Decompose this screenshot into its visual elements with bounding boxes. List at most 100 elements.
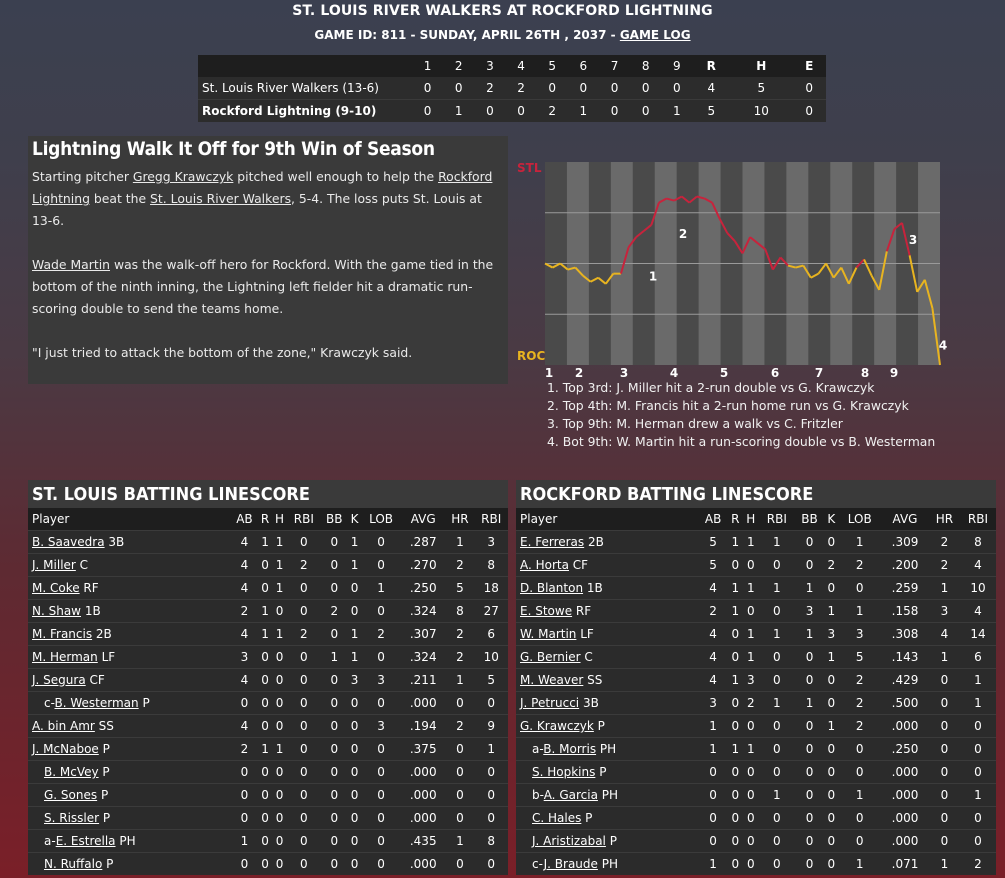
stat-cell: .143 (891, 650, 919, 664)
player-link[interactable]: M. Weaver (520, 673, 584, 687)
stat-cell: 0 (377, 788, 385, 802)
player-link[interactable]: E. Ferreras (520, 535, 585, 549)
stat-cell: 0 (805, 719, 814, 733)
stat-cell: 27 (483, 604, 499, 618)
player-link[interactable]: A. Horta (520, 558, 569, 572)
stat-cell: 1 (350, 535, 359, 549)
player-link[interactable]: E. Estrella (55, 834, 116, 848)
stat-cell: 0 (827, 696, 836, 710)
stat-cell: 14 (970, 627, 986, 641)
wp-line-segment (681, 195, 690, 204)
stat-cell: 0 (731, 857, 740, 871)
stat-cell: 2 (456, 558, 464, 572)
stat-cell: 1 (731, 604, 740, 618)
player-link[interactable]: D. Blanton (520, 581, 584, 595)
stat-cell: .158 (891, 604, 919, 618)
player-link[interactable]: J. Braude (543, 857, 598, 871)
team-link[interactable]: St. Louis River Walkers (150, 191, 292, 206)
stat-cell: 1 (377, 581, 385, 595)
player-position: 2B (584, 535, 604, 549)
player-link[interactable]: J. McNaboe (32, 742, 99, 756)
stat-cell: 0 (773, 834, 781, 848)
linescore-col-header: 3 (486, 59, 494, 73)
player-link[interactable]: J. Aristizabal (532, 834, 606, 848)
wp-line-segment (802, 265, 812, 279)
player-cell: W. Martin LF (516, 623, 698, 646)
player-link[interactable]: E. Stowe (520, 604, 573, 618)
wp-line-segment (597, 276, 607, 285)
event-marker: 3 (909, 233, 917, 247)
player-link[interactable]: M. Herman (32, 650, 98, 664)
player-link[interactable]: M. Francis (32, 627, 93, 641)
team-link[interactable]: Rockford Lightning (32, 169, 493, 206)
stat-cell: 0 (773, 673, 781, 687)
player-position: C (75, 558, 89, 572)
player-link[interactable]: J. Miller (32, 558, 76, 572)
stat-cell: 3 (746, 673, 755, 687)
stat-cell: 0 (487, 788, 496, 802)
stat-cell: .270 (409, 558, 437, 572)
stat-cell: 4 (240, 719, 249, 733)
stat-cell: 2 (709, 604, 717, 618)
batting-row: G. Krawczyk P 1 0 0 0 0 1 2.000 0 0 (516, 714, 996, 738)
stat-cell: 0 (827, 673, 836, 687)
player-link[interactable]: B. Saavedra (32, 535, 105, 549)
batting-col-header: BB (801, 512, 818, 526)
stat-cell: 0 (709, 765, 717, 779)
wp-line-segment (711, 202, 721, 220)
player-position: 3B (104, 535, 125, 549)
stat-cell: 2 (855, 696, 864, 710)
wp-line-segment (908, 255, 919, 293)
player-position: P (99, 811, 111, 825)
stat-cell: 1 (240, 834, 249, 848)
stat-cell: 0 (350, 788, 359, 802)
story-paragraph-3: "I just tried to attack the bottom of th… (32, 345, 413, 360)
stat-cell: .000 (891, 834, 919, 848)
player-link[interactable]: A. bin Amr (32, 719, 95, 733)
player-link[interactable]: C. Hales (532, 811, 582, 825)
stat-cell: 1 (731, 742, 740, 756)
player-link[interactable]: S. Hopkins (532, 765, 596, 779)
batting-col-header: Player (32, 512, 70, 526)
player-link[interactable]: M. Coke (32, 581, 80, 595)
player-link[interactable]: S. Rissler (44, 811, 100, 825)
player-link[interactable]: W. Martin (520, 627, 577, 641)
linescore-col-header: R (706, 59, 716, 73)
stat-cell: 0 (805, 857, 814, 871)
player-link[interactable]: G. Krawczyk (520, 719, 594, 733)
stat-cell: 1 (746, 650, 755, 664)
player-link[interactable]: N. Shaw (32, 604, 81, 618)
player-link[interactable]: B. McVey (44, 765, 99, 779)
player-cell: J. Petrucci 3B (516, 692, 698, 715)
stat-cell: .000 (409, 857, 437, 871)
stat-cell: 0 (275, 834, 284, 848)
game-log-link[interactable]: GAME LOG (619, 28, 691, 42)
player-link[interactable]: A. Garcia (543, 788, 598, 802)
player-link[interactable]: B. Westerman (54, 696, 139, 710)
wp-line-segment (779, 256, 789, 267)
player-link[interactable]: Gregg Krawczyk (132, 169, 234, 184)
stat-cell: 0 (299, 857, 308, 871)
player-link[interactable]: Wade Martin (32, 257, 111, 272)
stat-cell: 0 (805, 535, 814, 549)
stat-cell: 4 (240, 673, 249, 687)
player-link[interactable]: J. Petrucci (520, 696, 580, 710)
player-link[interactable]: N. Ruffalo (44, 857, 103, 871)
player-link[interactable]: G. Sones (44, 788, 98, 802)
stat-cell: 0 (456, 696, 464, 710)
linescore-col-header: 5 (548, 59, 557, 73)
player-link[interactable]: B. Morris (543, 742, 597, 756)
stat-cell: .308 (891, 627, 919, 641)
stat-cell: 0 (731, 696, 740, 710)
stat-cell: 1 (261, 535, 269, 549)
stat-cell: 1 (350, 558, 359, 572)
player-link[interactable]: G. Bernier (520, 650, 581, 664)
player-cell: M. Francis 2B (28, 623, 231, 646)
player-link[interactable]: J. Segura (32, 673, 86, 687)
linescore-cell: 0 (579, 81, 588, 95)
stat-cell: 0 (261, 673, 269, 687)
stat-cell: 1 (456, 535, 464, 549)
stat-cell: 1 (746, 627, 755, 641)
stat-cell: .200 (891, 558, 919, 572)
stat-cell: 3 (377, 719, 385, 733)
